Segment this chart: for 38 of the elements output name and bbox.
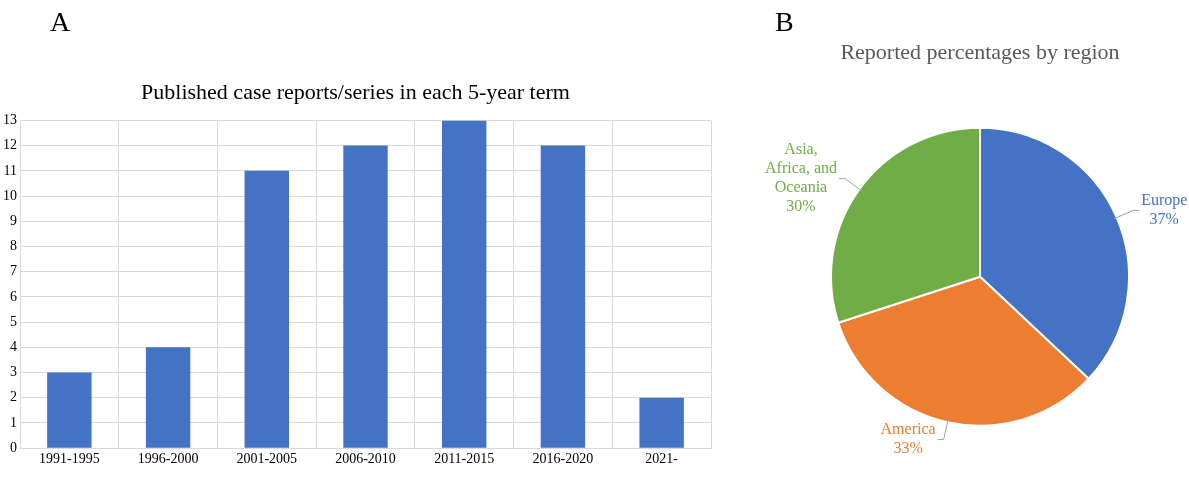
y-tick-label: 2 [10,389,17,405]
x-tick-label: 2016-2020 [532,451,594,467]
y-tick-label: 4 [10,339,17,355]
y-tick-label: 6 [10,288,17,304]
x-tick-label: 2006-2010 [335,451,396,467]
data-label: 37% [1149,210,1179,228]
x-tick-label: 2001-2005 [236,451,298,467]
y-tick-label: 10 [3,187,17,203]
slice-label: Europe [1141,191,1188,210]
y-tick-label: 0 [10,439,17,455]
bar [442,120,487,448]
y-tick-label: 9 [10,212,17,228]
text: B [775,6,794,38]
bar [540,145,586,448]
chart-title: Reported percentages by region [840,38,1120,64]
y-tick-label: 5 [10,313,17,329]
text: A [50,6,71,38]
y-tick-label: 11 [3,162,17,178]
slice-label: Asia, Africa, and Oceania [765,140,837,196]
bar [145,347,191,448]
bar [343,145,388,448]
y-tick-label: 13 [3,112,17,128]
chart-title: Published case reports/series in each 5-year term [141,78,570,104]
y-tick-label: 12 [3,137,17,153]
bar [244,170,289,448]
bar [47,372,92,448]
data-label: 33% [893,439,923,457]
data-label: 30% [786,197,816,215]
bar [639,397,684,448]
y-tick-label: 7 [10,263,17,279]
y-tick-label: 1 [10,414,17,430]
x-tick-label: 2021- [645,451,679,467]
x-tick-label: 1996-2000 [137,451,199,467]
x-tick-label: 1991-1995 [39,451,100,467]
y-tick-label: 8 [10,238,17,254]
y-tick-label: 3 [10,364,17,380]
slice-label: America [880,420,936,438]
x-tick-label: 2011-2015 [434,451,495,467]
